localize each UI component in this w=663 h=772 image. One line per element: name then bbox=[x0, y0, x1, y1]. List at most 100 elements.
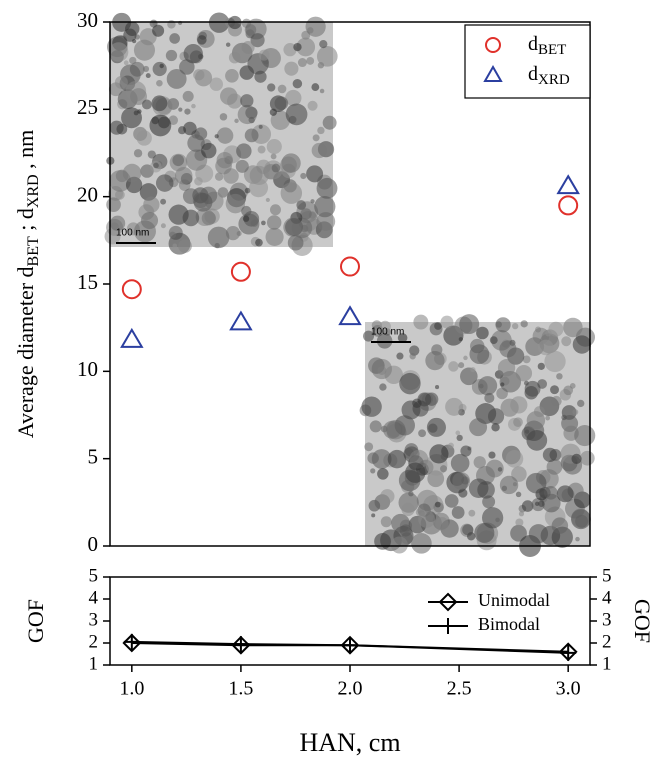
particle bbox=[380, 489, 395, 504]
particle bbox=[361, 396, 382, 417]
particle bbox=[244, 128, 259, 143]
legend-label: dXRD bbox=[528, 63, 570, 89]
particle bbox=[104, 228, 121, 245]
particle bbox=[411, 533, 432, 554]
particle bbox=[408, 491, 414, 497]
particle bbox=[477, 481, 495, 499]
legend-marker bbox=[438, 592, 458, 612]
particle bbox=[499, 340, 517, 358]
particle bbox=[455, 430, 461, 436]
scale-bar-label: 100 nm bbox=[116, 228, 149, 239]
data-point bbox=[121, 279, 142, 300]
particle bbox=[545, 415, 551, 421]
data-point bbox=[232, 636, 249, 653]
particle bbox=[106, 197, 121, 213]
particle bbox=[240, 94, 254, 108]
particle bbox=[556, 373, 563, 380]
particle bbox=[316, 212, 336, 231]
particle bbox=[219, 113, 228, 121]
particle bbox=[283, 217, 303, 237]
particle bbox=[371, 320, 382, 331]
particle bbox=[147, 150, 156, 159]
particle bbox=[143, 196, 160, 213]
particle bbox=[500, 382, 505, 387]
particle bbox=[429, 444, 449, 464]
particle bbox=[172, 243, 178, 249]
data-point bbox=[340, 256, 360, 277]
particle bbox=[270, 204, 281, 216]
particle bbox=[153, 162, 159, 169]
particle bbox=[293, 42, 302, 52]
particle bbox=[300, 172, 307, 180]
particle bbox=[374, 532, 391, 550]
y-tick-label: 1 bbox=[89, 653, 99, 674]
particle bbox=[271, 163, 281, 173]
particle bbox=[178, 107, 183, 112]
scale-bar-label: 100 nm bbox=[371, 327, 404, 338]
particle bbox=[370, 468, 376, 474]
particle bbox=[571, 508, 591, 528]
particle bbox=[109, 215, 126, 231]
particle bbox=[108, 42, 129, 62]
particle bbox=[569, 383, 576, 389]
particle bbox=[310, 199, 315, 204]
particle bbox=[270, 153, 277, 160]
x-tick-label: 1.5 bbox=[228, 678, 253, 700]
particle bbox=[214, 172, 224, 181]
data-point bbox=[229, 310, 253, 331]
y-tick-label: 2 bbox=[89, 631, 99, 652]
particle bbox=[322, 115, 337, 130]
particle bbox=[409, 353, 416, 360]
particle bbox=[179, 59, 195, 75]
particle bbox=[142, 65, 150, 73]
particle bbox=[521, 426, 536, 441]
particle bbox=[572, 409, 579, 416]
particle bbox=[244, 187, 251, 194]
particle bbox=[418, 429, 426, 438]
particle bbox=[364, 442, 374, 452]
legend-label-text: d bbox=[528, 63, 538, 85]
y-axis-label: GOF bbox=[23, 599, 48, 643]
data-point bbox=[120, 327, 144, 348]
particle bbox=[399, 524, 412, 537]
particle bbox=[434, 501, 441, 508]
particle bbox=[396, 352, 404, 360]
particle bbox=[440, 465, 448, 473]
particle bbox=[269, 108, 277, 116]
particle bbox=[383, 420, 401, 439]
particle bbox=[265, 227, 284, 246]
particle bbox=[296, 200, 307, 210]
particle bbox=[174, 166, 193, 185]
y-label-text: ; d bbox=[13, 208, 38, 236]
particle bbox=[511, 466, 527, 482]
particle bbox=[234, 118, 239, 124]
x-tick-label: 2.0 bbox=[338, 678, 363, 700]
y-tick-label: 5 bbox=[89, 565, 99, 586]
data-point bbox=[556, 174, 580, 195]
particle bbox=[440, 315, 454, 329]
insets: 100 nm 100 nm bbox=[104, 12, 596, 557]
particle bbox=[165, 49, 178, 62]
y-tick-label: 3 bbox=[89, 609, 99, 630]
particle bbox=[319, 40, 328, 49]
particle bbox=[468, 509, 476, 517]
particle bbox=[300, 208, 312, 220]
particle bbox=[225, 69, 239, 83]
particle bbox=[460, 445, 472, 457]
particle bbox=[122, 163, 142, 183]
particle bbox=[371, 513, 376, 518]
particle bbox=[405, 462, 426, 483]
particle bbox=[307, 27, 314, 34]
particle bbox=[236, 143, 252, 159]
particle bbox=[139, 183, 158, 201]
particle bbox=[114, 75, 128, 89]
legend-label-subscript: XRD bbox=[538, 72, 570, 88]
particle bbox=[390, 536, 408, 554]
particle bbox=[497, 467, 503, 472]
particle bbox=[401, 502, 415, 517]
y2-tick-label: 2 bbox=[602, 631, 612, 652]
particle bbox=[485, 459, 504, 478]
particle bbox=[544, 350, 566, 373]
particle bbox=[241, 205, 252, 217]
particle bbox=[458, 362, 465, 369]
